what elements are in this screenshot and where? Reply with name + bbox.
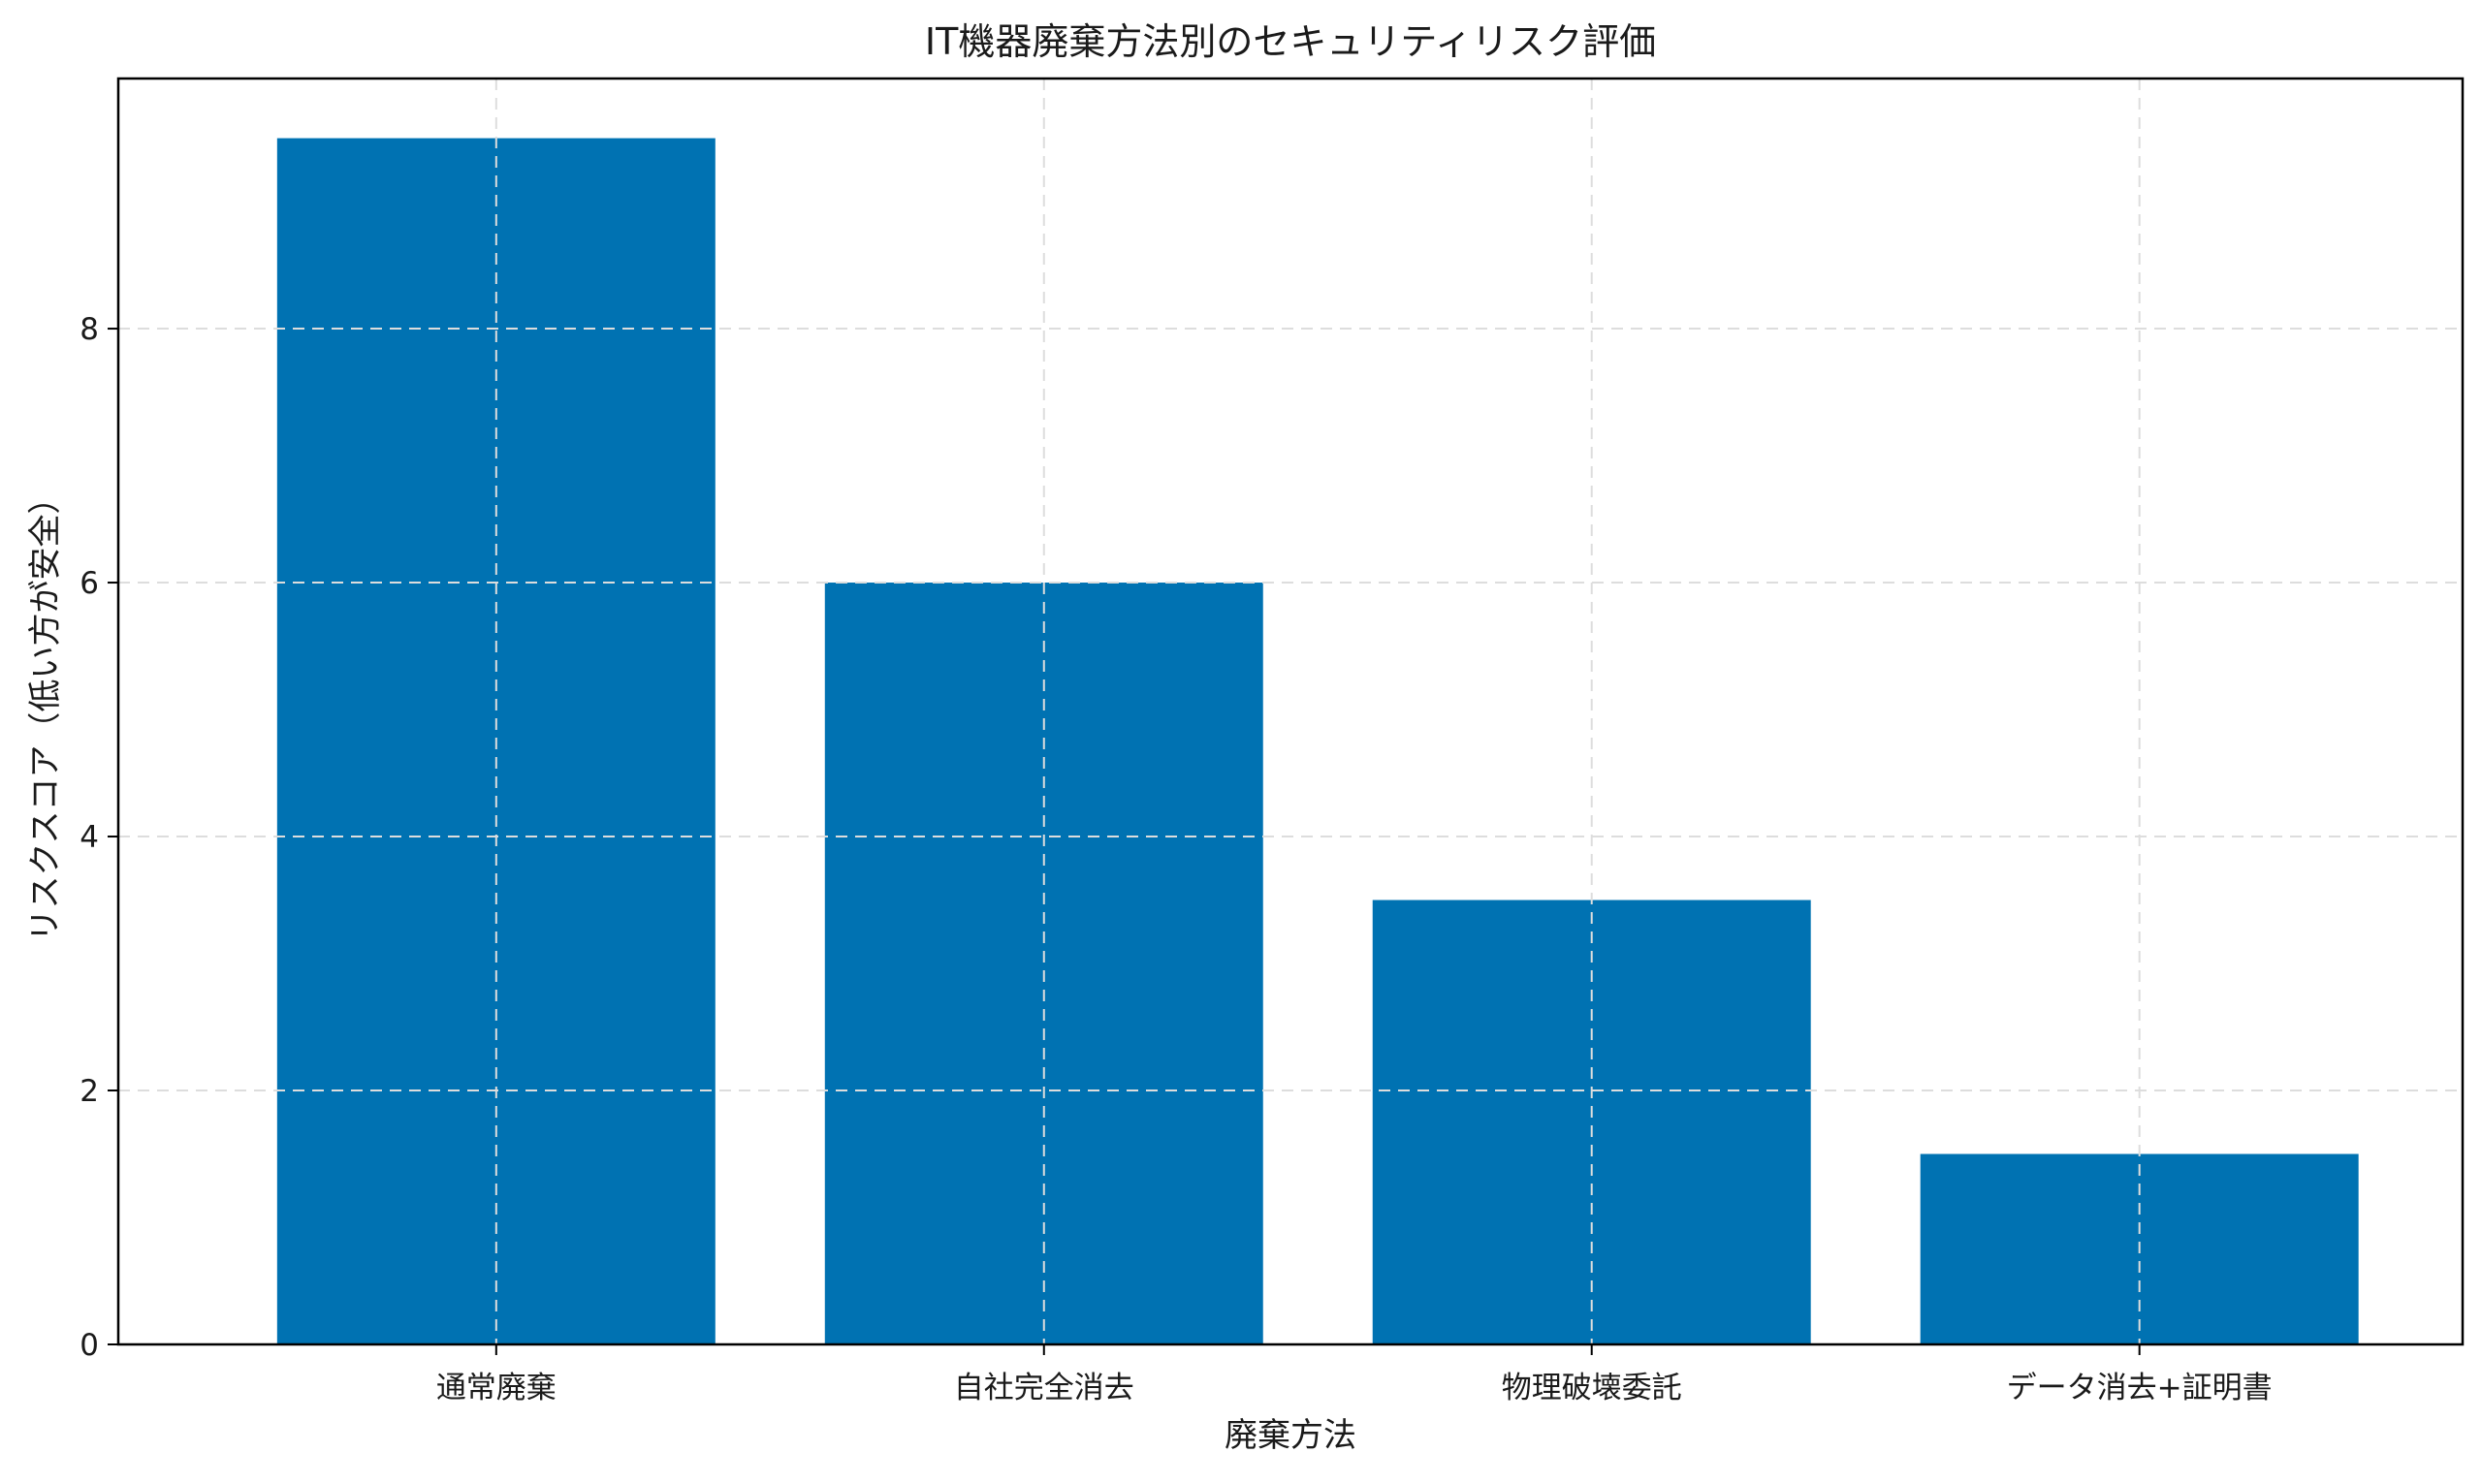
y-tick-label: 2	[80, 1074, 99, 1109]
x-tick-label: データ消去+証明書	[2007, 1371, 2273, 1405]
x-axis-label: 廃棄方法	[1225, 1416, 1356, 1455]
y-tick-label: 4	[80, 820, 99, 855]
y-axis-label: リスクスコア（低い方が安全）	[26, 482, 65, 942]
x-tick-label: 通常廃棄	[436, 1371, 557, 1405]
axis-layer: 0 2 4 6 8 通常廃棄 自社完全消去 物理破壊委託 データ消去+証明書	[80, 312, 2272, 1405]
bar-layer	[276, 138, 2359, 1345]
x-tick-label: 自社完全消去	[954, 1371, 1134, 1405]
y-tick-label: 0	[80, 1328, 99, 1363]
chart-title: IT機器廃棄方法別のセキュリティリスク評価	[925, 20, 1656, 63]
grid-layer	[118, 79, 2463, 1345]
x-tick-label: 物理破壊委託	[1502, 1371, 1682, 1405]
plot-frame	[116, 77, 2465, 1346]
y-tick-label: 8	[80, 312, 99, 347]
y-tick-label: 6	[80, 566, 99, 601]
bar	[1372, 900, 1811, 1344]
